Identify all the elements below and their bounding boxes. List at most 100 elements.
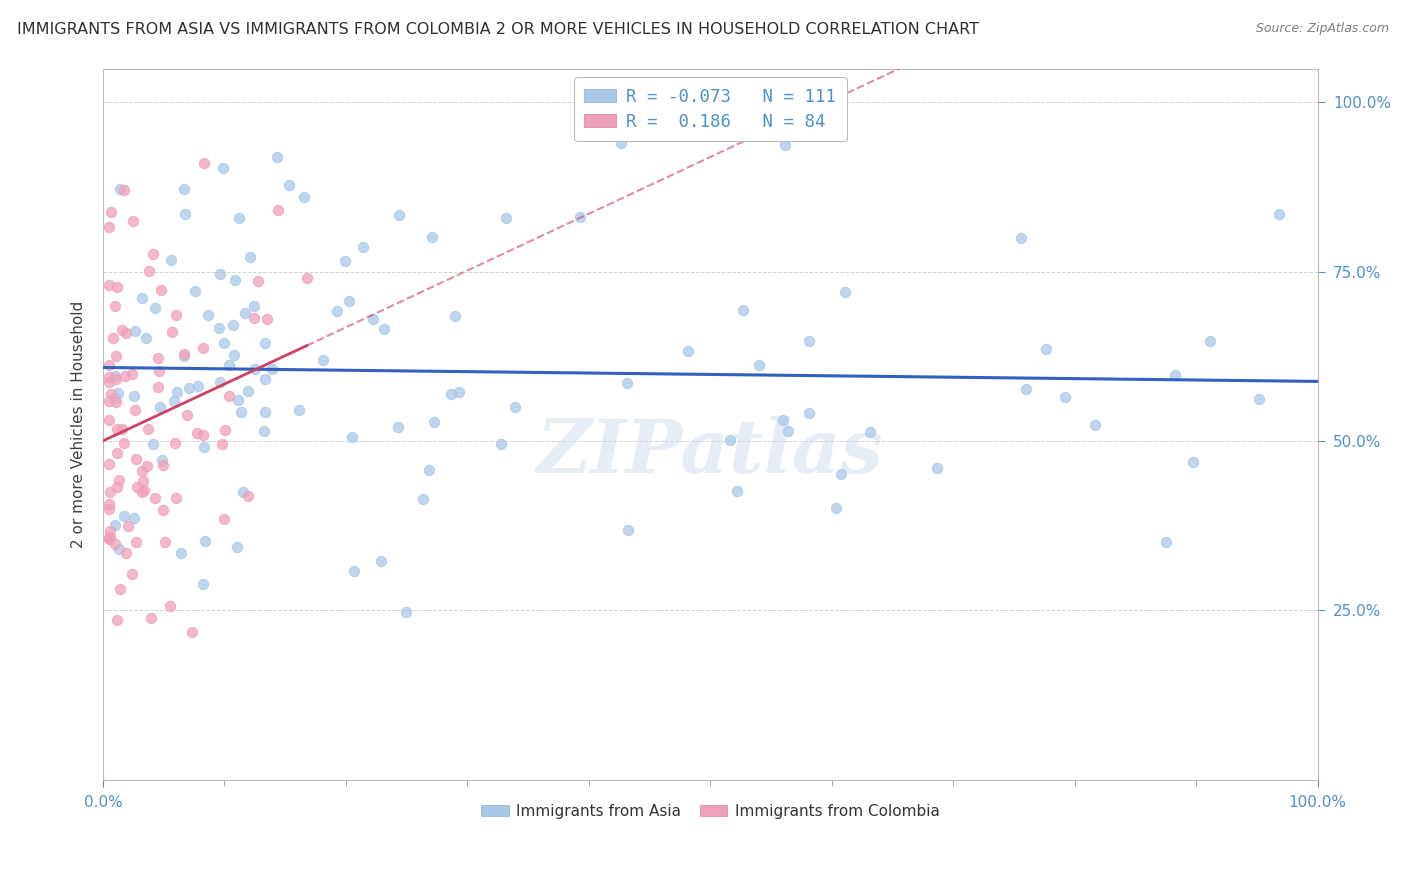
Point xyxy=(824,500,846,515)
Point xyxy=(104,391,127,405)
Point xyxy=(105,279,128,293)
Point xyxy=(160,253,183,268)
Point xyxy=(152,458,174,472)
Point xyxy=(718,433,741,447)
Point xyxy=(1035,342,1057,356)
Point xyxy=(114,369,136,384)
Point xyxy=(243,311,266,326)
Point xyxy=(132,474,155,488)
Point xyxy=(159,599,181,614)
Point xyxy=(125,451,148,466)
Point xyxy=(115,546,138,560)
Point xyxy=(209,268,232,282)
Point xyxy=(143,491,166,505)
Point xyxy=(260,362,283,376)
Point xyxy=(98,369,121,384)
Point xyxy=(1156,535,1178,549)
Point xyxy=(1053,390,1076,404)
Point xyxy=(98,524,121,538)
Point xyxy=(676,343,699,358)
Point xyxy=(165,308,187,322)
Point xyxy=(208,321,231,335)
Point xyxy=(211,437,233,451)
Point xyxy=(776,424,799,438)
Point xyxy=(927,461,949,475)
Point xyxy=(361,312,384,326)
Point xyxy=(110,182,132,196)
Point xyxy=(1084,418,1107,433)
Point xyxy=(112,183,135,197)
Point xyxy=(224,349,246,363)
Point xyxy=(326,304,349,318)
Point xyxy=(267,202,290,217)
Point xyxy=(141,611,163,625)
Point xyxy=(610,136,633,150)
Point xyxy=(135,331,157,345)
Point xyxy=(111,422,134,436)
Point xyxy=(162,394,184,409)
Point xyxy=(247,274,270,288)
Point xyxy=(218,389,240,403)
Point xyxy=(191,341,214,355)
Point xyxy=(295,271,318,285)
Point xyxy=(292,190,315,204)
Point xyxy=(228,211,250,225)
Point xyxy=(1249,392,1271,407)
Point xyxy=(266,150,288,164)
Point xyxy=(232,485,254,500)
Point xyxy=(117,519,139,533)
Point xyxy=(124,324,146,338)
Point xyxy=(135,458,157,473)
Point xyxy=(165,491,187,506)
Point xyxy=(142,437,165,451)
Point xyxy=(1182,455,1205,469)
Point xyxy=(142,247,165,261)
Point xyxy=(412,492,434,507)
Point xyxy=(489,437,512,451)
Point xyxy=(98,458,121,472)
Point xyxy=(104,299,127,313)
Point xyxy=(125,535,148,549)
Point xyxy=(121,368,143,382)
Point xyxy=(153,535,176,549)
Point xyxy=(174,207,197,221)
Point xyxy=(108,542,131,557)
Point xyxy=(114,436,136,450)
Text: ZIPatlas: ZIPatlas xyxy=(537,417,884,489)
Point xyxy=(238,384,260,398)
Point xyxy=(98,220,121,235)
Point xyxy=(772,413,794,427)
Point xyxy=(150,453,173,467)
Point xyxy=(166,385,188,400)
Point xyxy=(209,375,232,389)
Point xyxy=(98,413,121,427)
Point xyxy=(193,427,215,442)
Point xyxy=(108,582,131,596)
Point xyxy=(173,182,195,196)
Point xyxy=(98,496,121,510)
Point xyxy=(197,308,219,322)
Point xyxy=(214,512,236,526)
Point xyxy=(122,388,145,402)
Point xyxy=(136,422,159,436)
Point xyxy=(104,368,127,383)
Point xyxy=(1199,334,1222,349)
Point xyxy=(100,205,122,219)
Point xyxy=(253,404,276,418)
Point xyxy=(104,537,127,551)
Point xyxy=(505,400,527,414)
Point xyxy=(333,254,356,268)
Point xyxy=(145,301,167,316)
Point xyxy=(184,284,207,298)
Point xyxy=(226,392,249,407)
Point xyxy=(222,318,245,332)
Point xyxy=(100,387,122,401)
Point xyxy=(830,467,852,481)
Point xyxy=(229,405,252,419)
Point xyxy=(121,567,143,582)
Point xyxy=(162,325,184,339)
Point xyxy=(148,380,170,394)
Point xyxy=(180,624,202,639)
Point xyxy=(98,375,121,389)
Point xyxy=(121,213,143,227)
